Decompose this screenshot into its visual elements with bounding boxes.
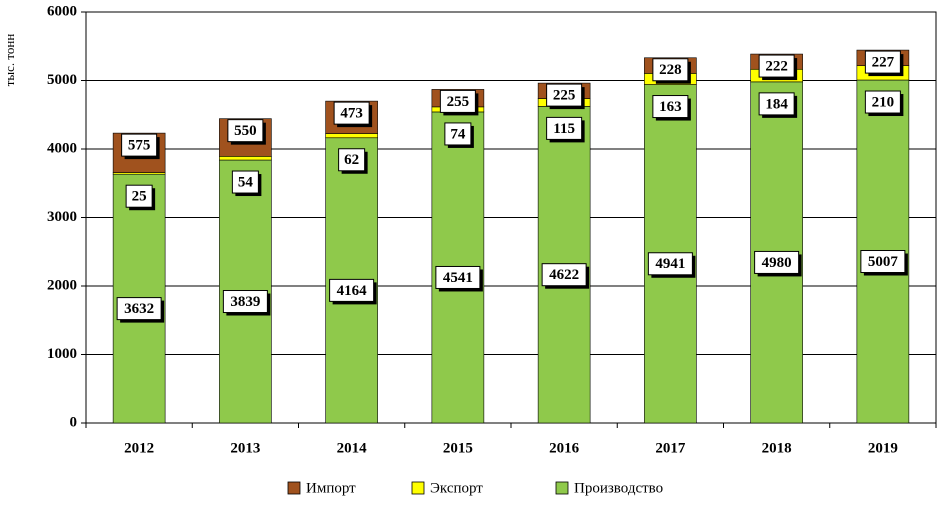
data-label-import-box xyxy=(333,101,370,125)
y-tick-label: 2000 xyxy=(47,277,77,293)
x-category-label: 2016 xyxy=(549,440,580,456)
data-label-production: 4980 xyxy=(762,255,792,271)
data-label-export: 115 xyxy=(553,121,575,137)
x-category-label: 2014 xyxy=(337,440,368,456)
data-label-import-box xyxy=(439,89,476,113)
data-label-production: 3632 xyxy=(124,301,154,317)
x-category-label: 2013 xyxy=(230,440,260,456)
y-tick-label: 6000 xyxy=(47,3,77,19)
data-label-export-box xyxy=(338,148,366,172)
data-label-import-box xyxy=(546,83,583,107)
data-label-import: 255 xyxy=(447,94,470,110)
data-label-production-box xyxy=(754,250,800,274)
y-tick-label: 0 xyxy=(70,414,78,430)
data-label-export: 184 xyxy=(765,96,788,112)
data-label-production-box xyxy=(222,290,268,314)
x-category-label: 2018 xyxy=(762,440,792,456)
legend-swatch xyxy=(555,481,569,495)
data-label-import-box xyxy=(652,58,689,82)
data-label-import-box xyxy=(864,50,901,74)
data-label-import: 227 xyxy=(872,55,895,71)
data-label-import: 473 xyxy=(340,106,363,122)
data-label-import: 550 xyxy=(234,123,257,139)
data-label-import: 225 xyxy=(553,88,576,104)
data-label-export-box xyxy=(546,116,583,140)
y-tick-label: 4000 xyxy=(47,140,77,156)
data-label-production: 4164 xyxy=(337,283,368,299)
data-label-production-box xyxy=(541,263,587,287)
x-category-label: 2017 xyxy=(655,440,686,456)
data-label-production-box xyxy=(435,265,481,289)
data-label-export: 74 xyxy=(450,126,466,142)
data-label-import: 575 xyxy=(128,138,151,154)
data-label-export-box xyxy=(231,170,259,194)
legend-swatch xyxy=(287,481,301,495)
y-tick-label: 5000 xyxy=(47,72,77,88)
data-label-export: 54 xyxy=(238,174,254,190)
data-label-import: 228 xyxy=(659,62,682,78)
legend-label: Производство xyxy=(574,480,663,496)
legend-swatch xyxy=(411,481,425,495)
data-label-production: 3839 xyxy=(230,294,260,310)
y-axis-title: тыс. тонн xyxy=(2,34,17,87)
data-label-export: 210 xyxy=(872,94,895,110)
data-label-import: 222 xyxy=(765,58,788,74)
x-category-label: 2015 xyxy=(443,440,473,456)
data-label-export-box xyxy=(652,95,689,119)
legend-label: Экспорт xyxy=(430,480,483,496)
data-label-export: 62 xyxy=(344,152,359,168)
data-label-import-box xyxy=(758,54,795,78)
data-label-export-box xyxy=(125,184,153,208)
y-tick-label: 3000 xyxy=(47,209,77,225)
data-label-import-box xyxy=(121,133,158,157)
data-label-production: 5007 xyxy=(868,254,899,270)
bar-segment-экспорт xyxy=(325,133,378,139)
data-label-export: 163 xyxy=(659,99,682,115)
bar-segment-экспорт xyxy=(219,156,272,161)
data-label-export-box xyxy=(864,90,901,114)
data-label-import-box xyxy=(227,119,264,143)
data-label-production: 4941 xyxy=(655,256,685,272)
data-label-export-box xyxy=(444,122,472,146)
x-category-label: 2012 xyxy=(124,440,154,456)
data-label-production-box xyxy=(329,278,375,302)
data-label-production-box xyxy=(647,252,693,276)
legend-label: Импорт xyxy=(306,480,356,496)
data-label-production-box xyxy=(860,250,906,274)
data-label-production: 4622 xyxy=(549,267,579,283)
data-label-production-box xyxy=(116,297,162,321)
data-label-export-box xyxy=(758,92,795,116)
y-tick-label: 1000 xyxy=(47,346,77,362)
data-label-production: 4541 xyxy=(443,270,473,286)
data-label-export: 25 xyxy=(132,189,147,205)
x-category-label: 2019 xyxy=(868,440,898,456)
